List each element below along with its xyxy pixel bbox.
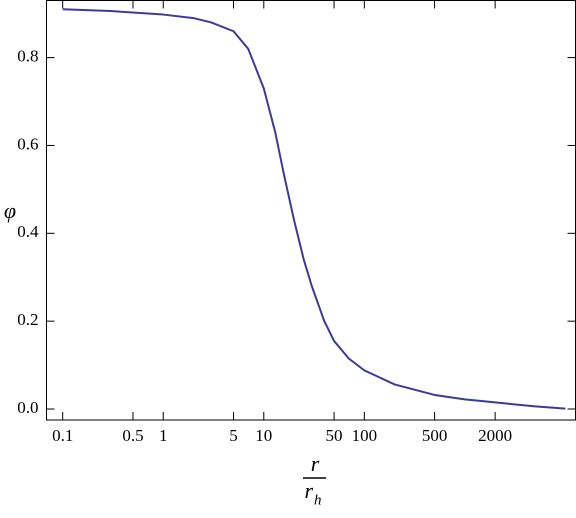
x-label-numerator: r (311, 451, 320, 476)
x-tick-label: 1 (159, 426, 168, 445)
y-tick-label: 0.0 (17, 398, 38, 417)
plot-frame (46, 0, 576, 421)
x-tick-label: 0.5 (122, 426, 143, 445)
y-tick-label: 0.8 (17, 47, 38, 66)
x-tick-label: 50 (326, 426, 343, 445)
x-tick-label: 0.1 (52, 426, 73, 445)
data-line (62, 8, 566, 410)
x-tick-label: 10 (255, 426, 272, 445)
x-label-subscript: h (314, 492, 322, 508)
x-tick-label: 5 (229, 426, 238, 445)
y-tick-label: 0.2 (17, 310, 38, 329)
y-tick-label: 0.6 (17, 134, 38, 153)
x-tick-label: 500 (422, 426, 448, 445)
y-tick-label: 0.4 (17, 222, 39, 241)
x-tick-label: 2000 (478, 426, 512, 445)
x-label-denominator: r (304, 478, 313, 503)
x-tick-label: 100 (352, 426, 378, 445)
y-axis-label: φ (4, 198, 16, 223)
